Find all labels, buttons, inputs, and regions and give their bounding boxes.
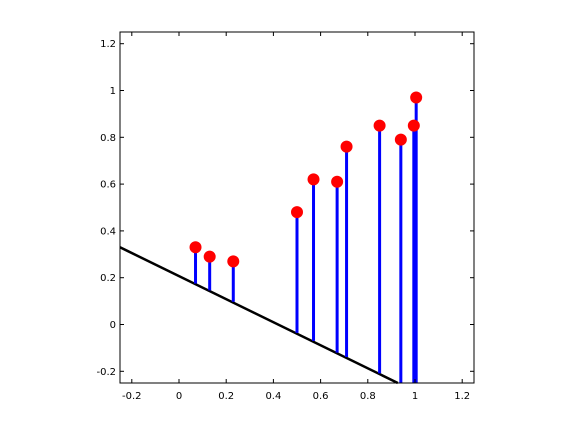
x-tick-label-4: 0.6 — [313, 391, 329, 402]
stem-marker-9 — [394, 133, 407, 146]
stem-marker-7 — [340, 140, 353, 153]
stem-marker-3 — [227, 255, 240, 268]
stem-marker-1 — [189, 241, 202, 254]
stem-marker-10 — [407, 119, 420, 132]
marker-layer — [189, 91, 423, 268]
x-tick-label-6: 1 — [412, 391, 418, 402]
x-tick-label-1: 0 — [176, 391, 182, 402]
stem-marker-2 — [203, 250, 216, 263]
x-tick-label-0: -0.2 — [122, 391, 142, 402]
reference-line — [119, 246, 399, 385]
x-tick-label-7: 1.2 — [454, 391, 470, 402]
y-tick-label-1: 0 — [110, 320, 116, 331]
y-tick-label-6: 1 — [110, 86, 116, 97]
stem-marker-5 — [307, 173, 320, 186]
y-tick-label-4: 0.6 — [100, 180, 116, 191]
y-tick-label-5: 0.8 — [100, 133, 116, 144]
x-tick-label-5: 0.8 — [360, 391, 376, 402]
x-tick-label-3: 0.4 — [265, 391, 281, 402]
axes-box — [119, 31, 475, 384]
stem-layer — [194, 97, 418, 383]
y-tick-label-0: -0.2 — [96, 367, 116, 378]
y-tick-label-7: 1.2 — [100, 39, 116, 50]
x-tick-label-2: 0.2 — [218, 391, 234, 402]
stem-marker-6 — [331, 175, 344, 188]
reference-line-layer — [119, 246, 399, 385]
y-tick-label-2: 0.2 — [100, 273, 116, 284]
x-tick-labels: -0.2 0 0.2 0.4 0.6 0.8 1 1.2 — [122, 391, 470, 402]
stem-marker-11 — [410, 91, 423, 104]
y-tick-label-3: 0.4 — [100, 226, 116, 237]
stem-marker-8 — [373, 119, 386, 132]
stem-marker-4 — [291, 206, 303, 219]
tick-layer — [120, 32, 474, 383]
y-tick-labels: -0.2 0 0.2 0.4 0.6 0.8 1 1.2 — [96, 39, 116, 378]
